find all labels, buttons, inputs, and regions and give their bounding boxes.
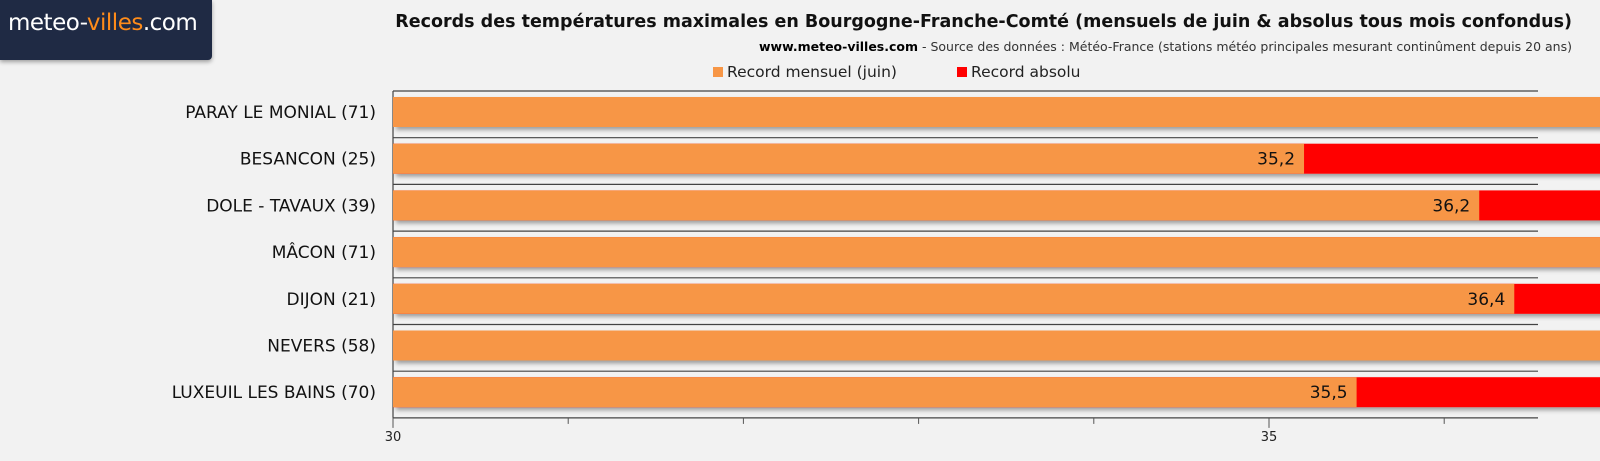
- category-label: PARAY LE MONIAL (71): [185, 103, 376, 123]
- bar-monthly: [393, 283, 1515, 314]
- category-label: BESANCON (25): [240, 150, 376, 170]
- category-label: MÂCON (71): [272, 241, 376, 263]
- subtitle-site: www.meteo-villes.com: [759, 39, 919, 54]
- category-label: LUXEUIL LES BAINS (70): [172, 383, 376, 403]
- legend-label-absolute: Record absolu: [971, 63, 1081, 81]
- data-label-monthly: 35,5: [1310, 383, 1348, 403]
- category-label: DOLE - TAVAUX (39): [206, 196, 376, 216]
- chart-subtitle: www.meteo-villes.com - Source des donnée…: [759, 39, 1572, 54]
- site-logo[interactable]: meteo-villes.com: [0, 0, 212, 60]
- x-tick-label: 35: [1261, 430, 1278, 445]
- bar-monthly: [393, 377, 1357, 408]
- bar-monthly: [393, 143, 1305, 174]
- legend-label-monthly: Record mensuel (juin): [727, 63, 897, 81]
- bar-monthly: [393, 237, 1600, 268]
- x-tick-label: 30: [385, 430, 402, 445]
- data-label-monthly: 36,2: [1432, 196, 1470, 216]
- legend-swatch-monthly: [713, 67, 723, 77]
- bar-monthly: [393, 97, 1600, 127]
- legend-swatch-absolute: [957, 67, 967, 77]
- category-label: NEVERS (58): [267, 337, 376, 357]
- chart-title: Records des températures maximales en Bo…: [395, 12, 1572, 32]
- logo-text: meteo-villes.com: [8, 10, 198, 36]
- category-label: DIJON (21): [286, 290, 376, 310]
- data-label-monthly: 35,2: [1257, 150, 1295, 170]
- bar-monthly: [393, 190, 1480, 221]
- subtitle-source: - Source des données : Météo-France (sta…: [918, 39, 1572, 54]
- bar-monthly: [393, 330, 1600, 361]
- data-label-monthly: 36,4: [1467, 290, 1505, 310]
